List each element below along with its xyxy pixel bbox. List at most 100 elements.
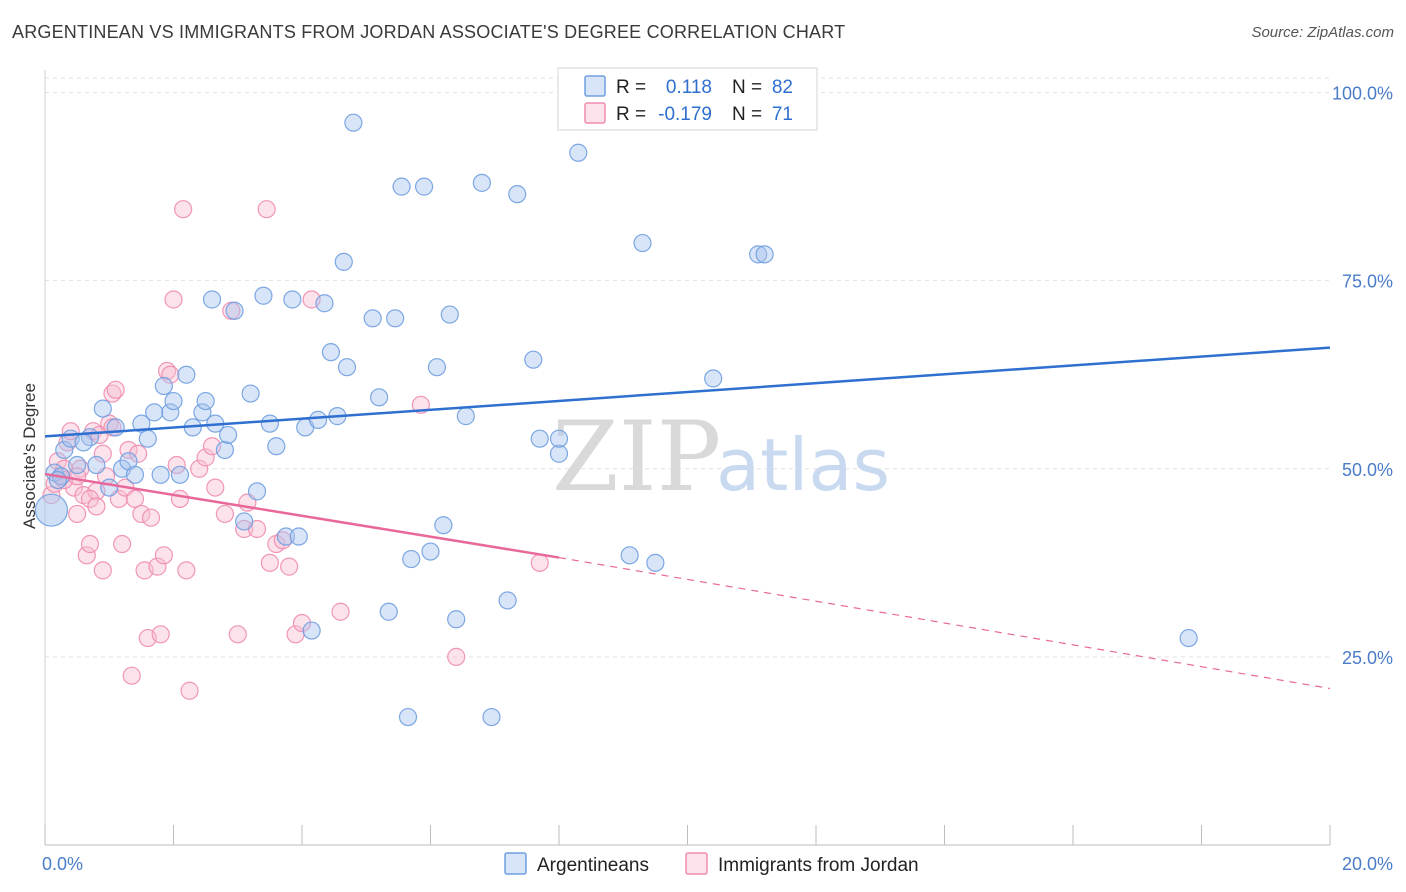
argentineans-point-46	[334, 252, 353, 271]
argentineans-point-79	[1179, 628, 1198, 648]
argentineans-point-22	[177, 365, 196, 384]
y-tick-label-1: 50.0%	[1342, 460, 1393, 480]
jordan-point-20	[106, 380, 125, 399]
bottom-legend-swatch-argentineans	[504, 852, 527, 875]
jordan-point-26	[125, 489, 145, 508]
argentineans-point-7	[87, 455, 106, 475]
legend-n-value-argentineans: 82	[772, 77, 793, 98]
argentineans-point-26	[202, 290, 222, 309]
argentineans-point-19	[161, 403, 180, 422]
argentineans-point-56	[414, 177, 434, 196]
argentineans-point-76	[704, 369, 723, 388]
argentineans-point-51	[379, 602, 398, 621]
argentineans-point-75	[646, 553, 665, 572]
jordan-point-69	[93, 444, 112, 463]
argentineans-point-70	[549, 429, 569, 448]
argentineans-point-71	[569, 143, 588, 162]
jordan-point-67	[80, 489, 100, 508]
argentineans-point-35	[260, 414, 279, 433]
x-tick-label-0: 0.0%	[42, 854, 83, 874]
argentineans-point-60	[440, 305, 459, 324]
argentineans-point-33	[247, 482, 267, 501]
argentineans-point-59	[434, 516, 453, 535]
argentineans-point-28	[215, 440, 234, 460]
argentineans-point-44	[321, 343, 341, 362]
jordan-point-34	[154, 546, 173, 565]
argentineans-point-32	[241, 384, 260, 403]
argentineans-point-77	[749, 245, 768, 264]
argentineans-point-14	[132, 414, 151, 433]
series-argentineans-points	[34, 75, 1198, 727]
argentineans-point-10	[106, 418, 125, 437]
argentineans-point-67	[524, 350, 543, 369]
argentineans-point-78	[755, 245, 774, 264]
jordan-point-8	[68, 504, 87, 524]
trend-line-jordan-extension	[558, 556, 1331, 690]
legend-swatch-argentineans	[584, 75, 606, 97]
trend-lines	[44, 346, 1331, 690]
jordan-point-27	[129, 444, 148, 463]
axes	[44, 70, 1331, 846]
argentineans-point-73	[620, 546, 639, 565]
argentineans-point-16	[145, 403, 164, 422]
y-tick-labels: 25.0% 50.0% 75.0% 100.0%	[1332, 84, 1393, 668]
argentineans-point-34	[254, 286, 273, 305]
argentineans-point-54	[398, 707, 418, 727]
bottom-legend-label-argentineans: Argentineans	[537, 855, 649, 876]
argentineans-point-55	[402, 549, 421, 569]
argentineans-point-49	[363, 309, 382, 328]
trend-line-argentineans	[44, 346, 1331, 438]
jordan-point-53	[257, 200, 276, 219]
legend-r-value-argentineans: 0.118	[666, 77, 712, 98]
argentineans-point-21	[170, 465, 190, 484]
argentineans-point-68	[530, 429, 549, 448]
jordan-point-2	[48, 452, 67, 471]
argentineans-point-64	[482, 707, 501, 727]
argentineans-point-63	[472, 173, 491, 192]
jordan-point-42	[180, 681, 199, 700]
argentineans-point-9	[100, 478, 119, 497]
argentineans-point-58	[427, 358, 447, 377]
legend-n-label-jordan: N =	[732, 104, 762, 125]
grid-lines	[45, 77, 1330, 658]
argentineans-point-20	[164, 391, 183, 411]
y-tick-label-2: 75.0%	[1342, 272, 1393, 292]
jordan-point-64	[530, 553, 549, 572]
argentineans-point-29	[219, 425, 238, 445]
jordan-point-33	[151, 625, 170, 644]
x-tick-labels: 0.0% 20.0%	[42, 854, 1393, 874]
argentineans-point-65	[498, 591, 517, 610]
argentineans-point-38	[283, 290, 302, 309]
argentineans-point-47	[337, 358, 357, 377]
jordan-point-22	[112, 534, 132, 554]
argentineans-point-50	[370, 388, 389, 407]
argentineans-point-31	[235, 512, 254, 531]
bottom-legend: Argentineans Immigrants from Jordan	[504, 852, 919, 876]
argentineans-point-15	[138, 429, 157, 448]
argentineans-point-39	[289, 527, 308, 546]
jordan-point-11	[77, 546, 96, 565]
jordan-point-43	[190, 459, 209, 478]
argentineans-point-48	[344, 113, 363, 132]
bottom-legend-label-jordan: Immigrants from Jordan	[718, 855, 919, 876]
jordan-point-68	[87, 497, 106, 516]
legend-n-label-argentineans: N =	[732, 77, 762, 98]
argentineans-point-18	[154, 376, 173, 396]
jordan-point-12	[80, 534, 100, 554]
jordan-point-47	[215, 504, 234, 524]
jordan-point-28	[132, 504, 151, 524]
y-tick-label-3: 100.0%	[1332, 84, 1393, 104]
argentineans-point-41	[302, 621, 321, 640]
argentineans-point-69	[549, 444, 569, 463]
jordan-point-31	[141, 508, 161, 527]
argentineans-point-62	[456, 407, 475, 426]
legend-n-value-jordan: 71	[772, 104, 793, 125]
argentineans-point-17	[151, 465, 170, 484]
argentineans-point-37	[276, 527, 296, 546]
argentineans-point-66	[508, 185, 527, 204]
argentineans-point-74	[633, 233, 652, 253]
jordan-point-41	[177, 561, 196, 580]
jordan-point-49	[228, 625, 247, 644]
argentineans-point-30	[225, 301, 244, 320]
jordan-point-40	[174, 200, 193, 219]
